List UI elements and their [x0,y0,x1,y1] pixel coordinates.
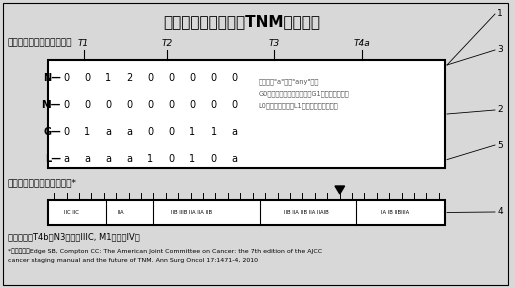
Text: a: a [105,154,111,164]
Text: 0: 0 [211,73,217,83]
Text: 0: 0 [211,100,217,109]
Text: 0: 0 [84,100,90,109]
Text: 第二步：读取术后病理分期*: 第二步：读取术后病理分期* [8,178,77,187]
Text: 第一步：对齐分期中的变量: 第一步：对齐分期中的变量 [8,38,73,47]
Text: a: a [232,154,237,164]
Text: 4: 4 [497,207,503,217]
Text: 食管鳞癌第七版国际TNM分期标尺: 食管鳞癌第七版国际TNM分期标尺 [164,14,320,29]
Text: T1: T1 [78,39,90,48]
Text: 补充分期：T4b或N3分期为IIIC, M1分期为IV期: 补充分期：T4b或N3分期为IIIC, M1分期为IV期 [8,232,140,241]
Text: IIC IIC: IIC IIC [64,210,79,215]
Text: IIB IIA IIB IIA IIAIB: IIB IIA IIB IIA IIAIB [284,210,329,215]
Text: 0: 0 [168,154,175,164]
Text: T4a: T4a [353,39,370,48]
Text: 1: 1 [497,10,503,18]
Text: 0: 0 [105,100,111,109]
Text: 1: 1 [190,126,196,137]
Text: 0: 0 [232,73,237,83]
Text: IA IB IIBIIIA: IA IB IIBIIIA [382,210,410,215]
Text: 注：指中"a"表示"any"情形: 注：指中"a"表示"any"情形 [259,78,319,85]
Bar [48,200,445,225]
Text: *分期来源：Edge SB, Compton CC: The American Joint Committee on Cancer: the 7th editi: *分期来源：Edge SB, Compton CC: The American … [8,248,322,254]
Text: 0: 0 [63,73,69,83]
Text: 1: 1 [84,126,90,137]
Text: 0: 0 [63,100,69,109]
Text: 0: 0 [211,154,217,164]
Text: 2: 2 [497,105,503,115]
Text: 0: 0 [147,73,153,83]
Text: 1: 1 [211,126,217,137]
Text: 0: 0 [147,100,153,109]
Text: 1: 1 [105,73,111,83]
Text: IIB IIIB IIA IIA IIB: IIB IIIB IIA IIA IIB [171,210,212,215]
Text: N—: N— [43,73,61,83]
Text: 1: 1 [190,154,196,164]
Text: L0表示中、上段，L1表示下段或位置不明: L0表示中、上段，L1表示下段或位置不明 [259,102,338,109]
Text: T2: T2 [162,39,173,48]
Text: 0: 0 [190,100,196,109]
Text: 0: 0 [168,73,175,83]
Text: 1: 1 [147,154,153,164]
Text: a: a [232,126,237,137]
Text: 0: 0 [190,73,196,83]
Bar [48,60,445,168]
Text: cancer staging manual and the future of TNM. Ann Surg Oncol 17:1471-4, 2010: cancer staging manual and the future of … [8,258,258,263]
Text: 3: 3 [497,46,503,54]
Text: 0: 0 [126,100,132,109]
Text: 5: 5 [497,141,503,149]
Text: 0: 0 [84,73,90,83]
Text: 2: 2 [126,73,132,83]
Text: T3: T3 [269,39,280,48]
Text: 0: 0 [168,100,175,109]
Polygon shape [335,186,345,194]
Text: M—: M— [42,100,61,109]
Text: G0表示高分化或分化未知，G1表示中低分化，: G0表示高分化或分化未知，G1表示中低分化， [259,90,349,96]
Text: 0: 0 [147,126,153,137]
Text: 0: 0 [232,100,237,109]
Text: a: a [63,154,69,164]
Text: a: a [84,154,90,164]
Text: 0: 0 [63,126,69,137]
Text: L—: L— [45,154,61,164]
Text: 0: 0 [168,126,175,137]
Text: G—: G— [43,126,61,137]
Text: a: a [105,126,111,137]
Text: a: a [126,126,132,137]
Text: a: a [126,154,132,164]
Text: IIA: IIA [117,210,124,215]
